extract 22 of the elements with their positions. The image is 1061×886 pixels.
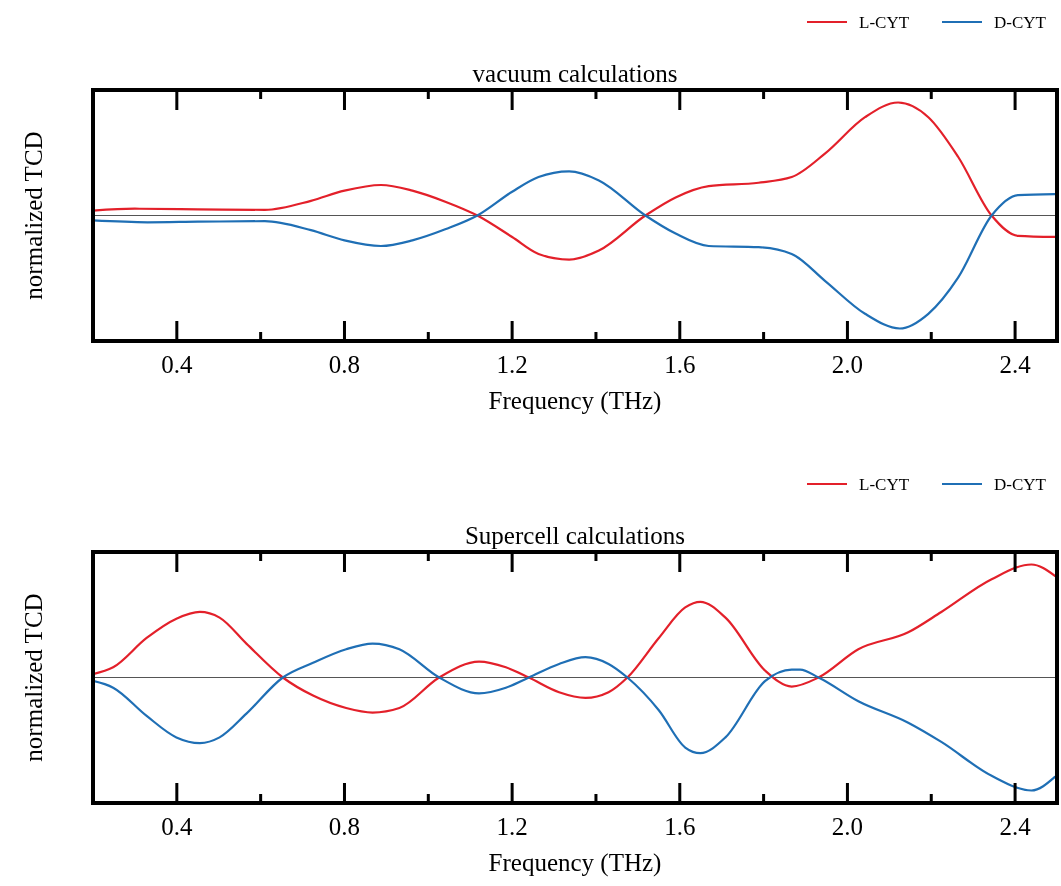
x-tick-label: 2.0 bbox=[831, 813, 864, 840]
x-tick-label: 2.4 bbox=[999, 813, 1032, 840]
x-tick-label: 1.2 bbox=[496, 813, 528, 840]
x-tick-label: 2.0 bbox=[831, 351, 864, 378]
legend-label: L-CYT bbox=[859, 13, 910, 32]
x-tick-label: 1.6 bbox=[664, 351, 696, 378]
legend-label: D-CYT bbox=[994, 475, 1047, 494]
y-axis-title: normalized TCD bbox=[20, 593, 47, 762]
legend-label: D-CYT bbox=[994, 13, 1047, 32]
chart-title: vacuum calculations bbox=[472, 60, 678, 87]
x-tick-label: 0.8 bbox=[328, 351, 361, 378]
x-tick-label: 1.2 bbox=[496, 351, 528, 378]
x-tick-label: 1.6 bbox=[664, 813, 696, 840]
y-axis-title: normalized TCD bbox=[20, 131, 47, 300]
x-axis-title: Frequency (THz) bbox=[488, 849, 662, 877]
chart-title: Supercell calculations bbox=[464, 522, 686, 549]
legend-label: L-CYT bbox=[859, 475, 910, 494]
x-tick-label: 0.4 bbox=[161, 351, 193, 378]
x-tick-label: 2.4 bbox=[999, 351, 1032, 378]
x-axis-title: Frequency (THz) bbox=[488, 387, 662, 415]
x-tick-label: 0.8 bbox=[328, 813, 361, 840]
x-tick-label: 0.4 bbox=[161, 813, 193, 840]
